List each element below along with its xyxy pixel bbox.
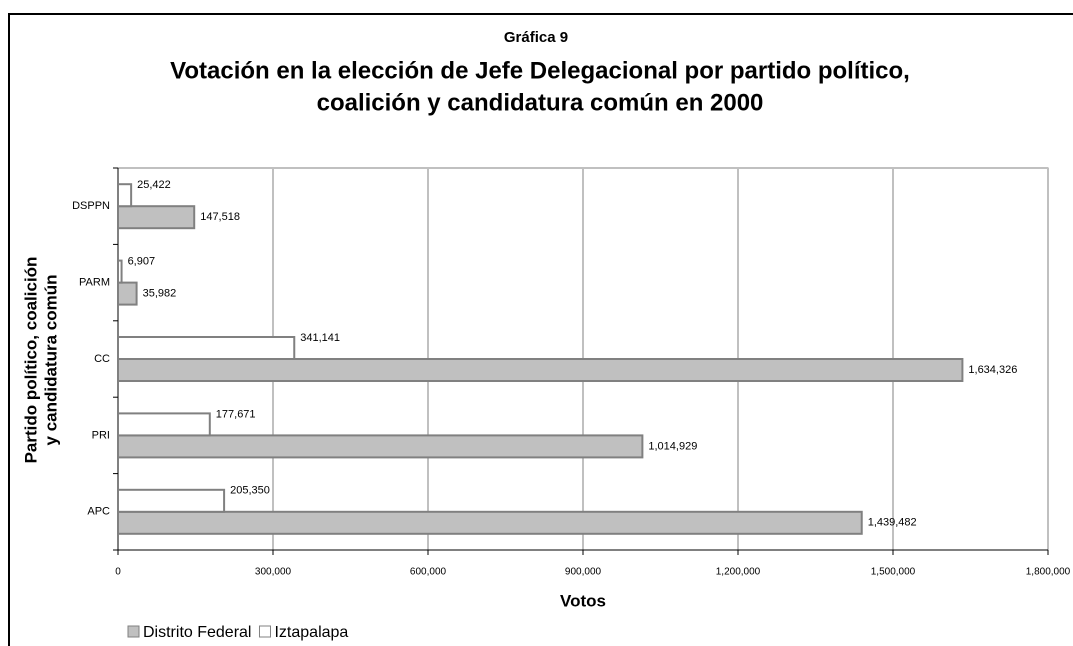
- data-label: 205,350: [230, 485, 270, 497]
- y-tick-label: DSPPN: [72, 200, 110, 212]
- bar: [117, 259, 123, 284]
- x-tick-label: 900,000: [565, 567, 602, 578]
- data-label: 35,982: [143, 288, 177, 300]
- legend-label: Iztapalapa: [274, 624, 348, 641]
- y-axis-title: Partido político, coalición: [21, 257, 40, 464]
- bar: [117, 183, 133, 208]
- bar: [117, 488, 226, 513]
- chart-title: Votación en la elección de Jefe Delegaci…: [170, 57, 910, 84]
- x-tick-label: 1,200,000: [716, 567, 761, 578]
- chart-title: coalición y candidatura común en 2000: [317, 89, 764, 116]
- bar: [117, 412, 211, 437]
- y-tick-label: PRI: [92, 429, 110, 441]
- data-label: 147,518: [200, 211, 240, 223]
- y-tick-label: PARM: [79, 277, 110, 289]
- data-label: 25,422: [137, 179, 171, 191]
- legend-swatch: [127, 625, 140, 638]
- bar: [117, 336, 296, 360]
- bar: [117, 281, 138, 306]
- y-axis-title: y candidatura común: [41, 275, 60, 446]
- bar: [117, 205, 196, 230]
- y-tick-label: CC: [94, 353, 110, 365]
- y-tick-label: APC: [87, 506, 110, 518]
- bar: [117, 434, 644, 459]
- x-tick-label: 600,000: [410, 567, 447, 578]
- bar: [117, 510, 863, 535]
- legend-label: Distrito Federal: [143, 624, 251, 641]
- bar: [117, 358, 964, 382]
- data-label: 1,634,326: [968, 364, 1017, 376]
- x-tick-label: 1,800,000: [1026, 567, 1071, 578]
- legend-swatch: [258, 625, 271, 638]
- chart-frame: [8, 13, 1073, 646]
- x-tick-label: 1,500,000: [871, 567, 916, 578]
- x-tick-label: 0: [115, 567, 121, 578]
- data-label: 1,014,929: [648, 440, 697, 452]
- data-label: 341,141: [300, 332, 340, 344]
- chart-subtitle: Gráfica 9: [504, 29, 568, 46]
- x-axis-title: Votos: [560, 591, 606, 610]
- x-tick-label: 300,000: [255, 567, 292, 578]
- data-label: 1,439,482: [868, 517, 917, 529]
- data-label: 177,671: [216, 408, 256, 420]
- data-label: 6,907: [128, 256, 156, 268]
